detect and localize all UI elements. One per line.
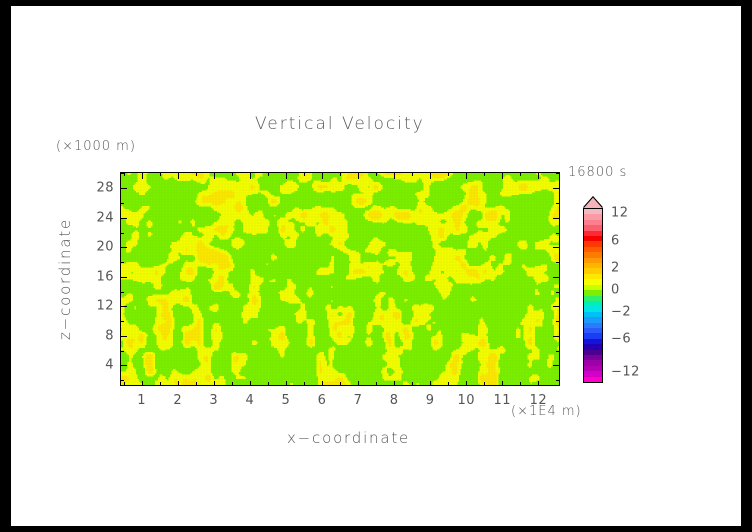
y-tick-label: 20 <box>96 239 114 255</box>
chart-title: Vertical Velocity <box>255 114 425 134</box>
colorbar: 12 6 2 0 −2 −6 −12 <box>581 196 651 386</box>
colorbar-band <box>584 263 602 270</box>
heatmap-field <box>120 172 560 386</box>
colorbar-band <box>584 219 602 226</box>
colorbar-band <box>584 360 602 367</box>
colorbar-tick-label: 12 <box>611 205 629 221</box>
y-tick-label: 8 <box>105 328 114 344</box>
x-tick-label: 3 <box>209 393 219 408</box>
colorbar-band <box>584 290 602 297</box>
colorbar-band <box>584 284 602 291</box>
colorbar-band <box>584 311 602 318</box>
x-tick-label: 4 <box>245 393 255 408</box>
colorbar-arrow-outline <box>583 196 603 208</box>
figure-canvas: Vertical Velocity 16800 s (×1000 m) z−co… <box>11 6 741 526</box>
colorbar-band <box>584 333 602 340</box>
x-tick-label: 9 <box>425 393 435 408</box>
y-axis-unit-label: (×1000 m) <box>56 139 136 154</box>
colorbar-band <box>584 257 602 264</box>
colorbar-tick-label: −2 <box>611 304 632 320</box>
x-tick-label: 12 <box>529 393 548 408</box>
colorbar-band <box>584 365 602 372</box>
colorbar-band <box>584 300 602 307</box>
colorbar-band <box>584 230 602 237</box>
y-axis-title: z−coordinate <box>56 217 74 340</box>
colorbar-band <box>584 344 602 351</box>
colorbar-band <box>584 246 602 253</box>
colorbar-tick-label: 0 <box>611 282 620 298</box>
colorbar-band <box>584 273 602 280</box>
colorbar-band <box>584 376 602 382</box>
plot-area <box>120 172 560 386</box>
x-axis-unit-label: (×1E4 m) <box>511 404 582 419</box>
colorbar-tick-label: 6 <box>611 233 620 249</box>
y-tick-label: 12 <box>96 298 114 314</box>
x-tick-label: 8 <box>389 393 399 408</box>
colorbar-band <box>584 225 602 232</box>
colorbar-band <box>584 322 602 329</box>
x-tick-label: 2 <box>173 393 183 408</box>
colorbar-tick-label: 2 <box>611 260 620 276</box>
x-tick-label: 5 <box>281 393 291 408</box>
colorbar-band <box>584 209 602 215</box>
y-tick-label: 4 <box>105 357 114 373</box>
colorbar-tick-label: −6 <box>611 331 632 347</box>
colorbar-extend-arrow <box>583 196 603 208</box>
colorbar-band <box>584 214 602 221</box>
colorbar-band <box>584 317 602 324</box>
x-axis-title: x−coordinate <box>287 429 411 447</box>
colorbar-band <box>584 327 602 334</box>
y-tick-label: 16 <box>96 269 114 285</box>
colorbar-gradient <box>583 208 603 383</box>
vertical-velocity-contours <box>120 172 560 386</box>
colorbar-band <box>584 371 602 378</box>
y-tick-label: 28 <box>96 180 114 196</box>
x-tick-label: 1 <box>137 393 147 408</box>
x-tick-label: 11 <box>493 393 512 408</box>
timestamp-label: 16800 s <box>568 165 628 180</box>
colorbar-band <box>584 279 602 286</box>
colorbar-band <box>584 306 602 313</box>
colorbar-tick-label: −12 <box>611 364 640 380</box>
y-tick-label: 24 <box>96 210 114 226</box>
x-tick-label: 10 <box>457 393 475 408</box>
colorbar-band <box>584 295 602 302</box>
colorbar-band <box>584 241 602 248</box>
x-tick-label: 7 <box>353 393 363 408</box>
colorbar-band <box>584 268 602 275</box>
colorbar-band <box>584 236 602 243</box>
colorbar-band <box>584 252 602 259</box>
colorbar-band <box>584 349 602 356</box>
x-tick-label: 6 <box>317 393 327 408</box>
colorbar-band <box>584 338 602 345</box>
colorbar-band <box>584 354 602 361</box>
